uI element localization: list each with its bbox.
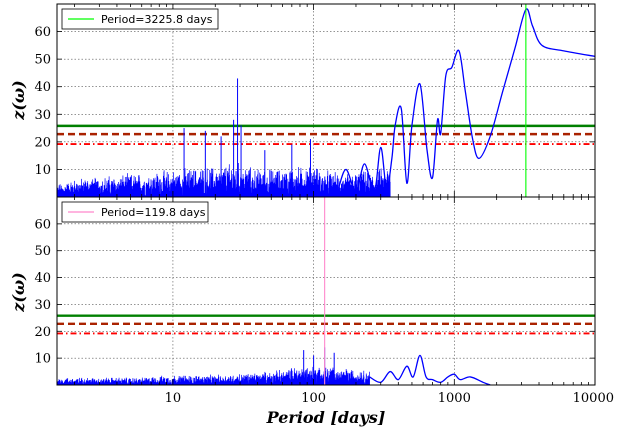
bottom-legend-box [61,201,209,223]
bottom-series [57,347,491,385]
x-tick-label: 10000 [573,391,614,406]
top-legend-label: Period=3225.8 days [101,13,213,26]
y-tick-label: 50 [34,244,51,259]
series-noise [57,163,391,197]
y-tick-label: 60 [34,217,51,232]
bottom-x-ticks: 10 100 1000 10000 [74,197,614,406]
y-tick-label: 20 [34,325,51,340]
series-noise [57,366,370,385]
bottom-y-ticks: 10 20 30 40 50 60 [34,217,595,367]
y-tick-label: 30 [34,298,51,313]
top-y-axis-label: z(ω) [9,80,28,120]
bottom-y-axis-label: z(ω) [9,272,28,312]
x-axis-label: Period [days] [266,408,386,427]
top-legend: Period=3225.8 days [61,8,219,30]
bottom-legend: Period=119.8 days [61,201,209,223]
top-panel: 10 20 30 40 50 60 Period=3225.8 days z(ω) [9,3,596,198]
y-tick-label: 20 [34,135,51,150]
bottom-thresholds [57,314,595,335]
y-tick-label: 30 [34,108,51,123]
top-axes-frame [56,3,596,198]
top-grid [57,4,595,197]
x-tick-label: 1000 [438,391,471,406]
x-tick-label: 10 [165,391,182,406]
top-y-ticks: 10 20 30 40 50 60 [34,4,596,197]
y-tick-label: 10 [34,163,51,178]
top-legend-box [61,8,219,30]
series-smooth [337,8,595,193]
y-tick-label: 50 [34,53,51,68]
y-tick-label: 40 [34,271,51,286]
x-tick-label: 100 [301,391,326,406]
bottom-panel: 10 20 30 40 50 60 10 100 1000 10000 Period=119.8… [9,196,614,427]
bottom-grid [57,197,595,385]
y-tick-label: 10 [34,352,51,367]
top-thresholds [57,124,595,145]
top-series [57,8,595,197]
series-smooth [369,354,491,385]
bottom-axes-frame [56,196,596,386]
bottom-legend-label: Period=119.8 days [101,206,206,219]
y-tick-label: 60 [34,25,51,40]
y-tick-label: 40 [34,80,51,95]
